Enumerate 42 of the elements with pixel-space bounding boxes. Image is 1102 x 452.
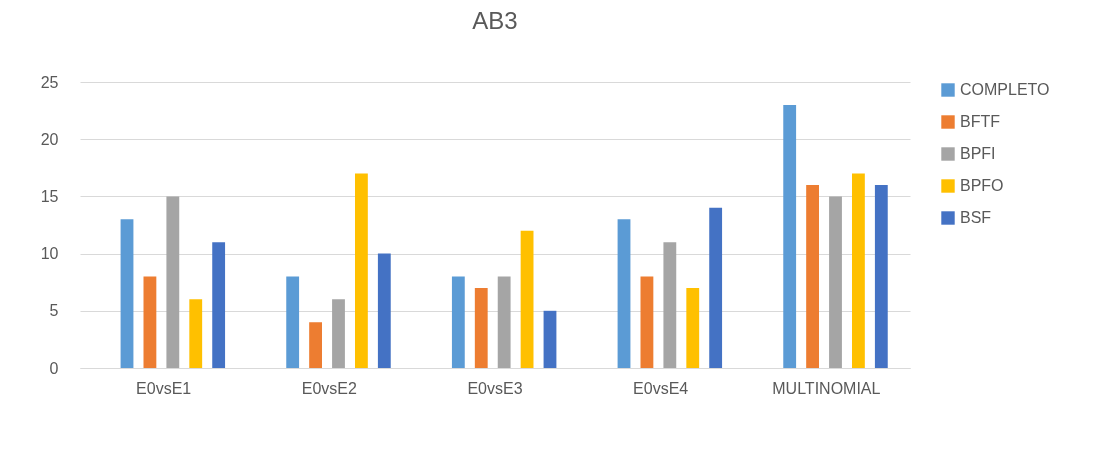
y-tick-label: 20 (40, 130, 59, 148)
bar (286, 276, 300, 368)
y-tick-label: 5 (49, 302, 59, 320)
bar (852, 173, 865, 368)
bar (543, 310, 557, 368)
legend-label: BPFO (960, 177, 1004, 194)
bar (497, 276, 511, 368)
bar (474, 287, 488, 368)
bar (663, 242, 677, 368)
x-tick-label: E0vsE4 (633, 379, 689, 397)
y-tick-label: 10 (40, 245, 59, 263)
bar (189, 299, 203, 368)
bar (806, 184, 820, 368)
y-tick-label: 15 (40, 187, 59, 205)
bar (640, 276, 654, 368)
bar (451, 276, 465, 368)
legend-label: COMPLETO (960, 81, 1050, 98)
legend-label: BFTF (960, 113, 1001, 130)
bar (143, 276, 157, 368)
chart-title: AB3 (472, 7, 518, 34)
x-tick-label: E0vsE2 (301, 379, 357, 397)
x-tick-label: MULTINOMIAL (772, 379, 881, 397)
bar (686, 287, 700, 368)
legend-label: BPFI (960, 145, 996, 162)
bar (829, 196, 842, 368)
bar (166, 196, 180, 368)
bar (709, 207, 723, 368)
bar (874, 184, 888, 368)
bar (120, 219, 134, 368)
y-tick-label: 0 (49, 359, 59, 377)
y-tick-label: 25 (40, 73, 59, 91)
bar (783, 104, 797, 368)
bar (212, 242, 226, 368)
x-tick-label: E0vsE3 (467, 379, 523, 397)
legend-label: BSF (960, 209, 992, 226)
bar (377, 253, 391, 368)
bar (617, 219, 631, 368)
x-tick-label: E0vsE1 (136, 379, 192, 397)
bar (354, 173, 368, 368)
bar (520, 230, 534, 368)
bar (309, 322, 322, 368)
bar (332, 299, 345, 368)
